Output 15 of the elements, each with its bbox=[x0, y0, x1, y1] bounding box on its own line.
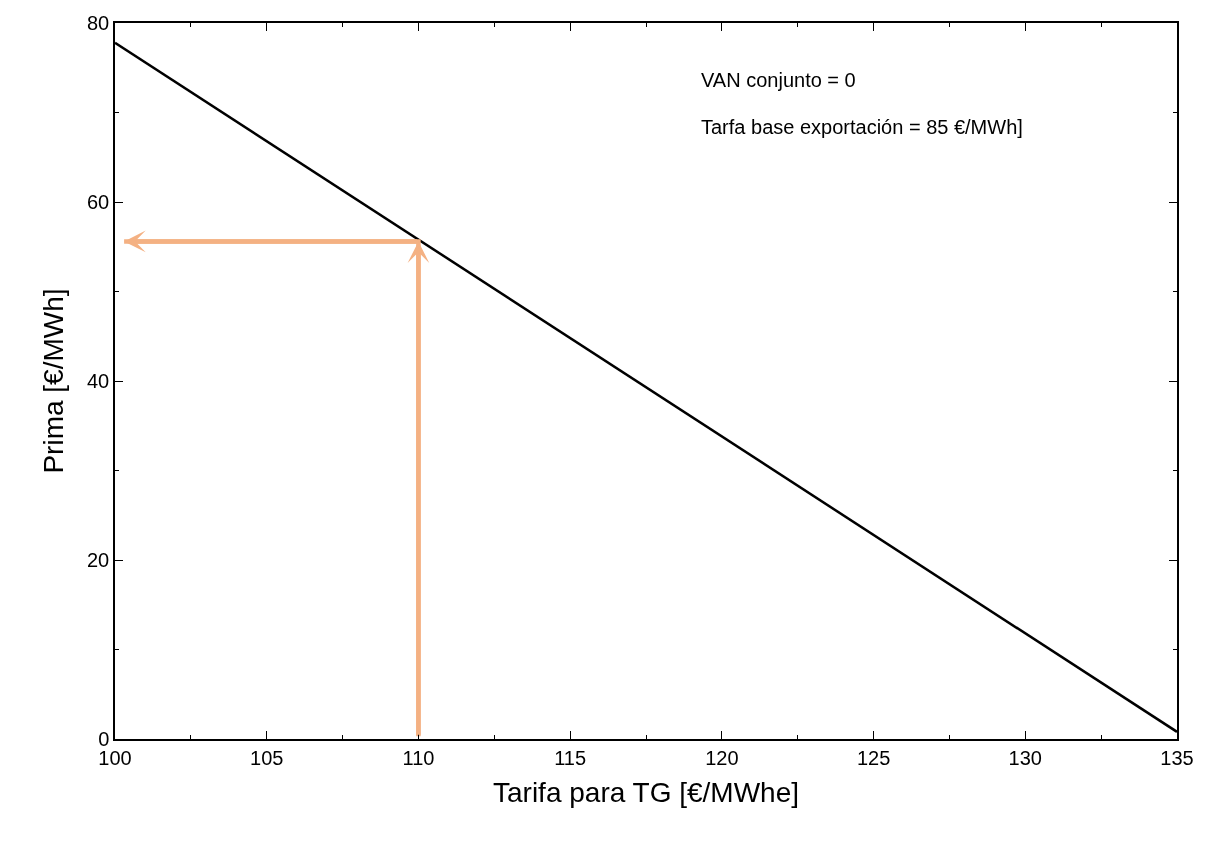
y-tick-label: 60 bbox=[87, 191, 110, 213]
x-axis-title: Tarifa para TG [€/MWhe] bbox=[492, 777, 800, 809]
x-tick-label: 110 bbox=[402, 746, 435, 769]
y-tick-label: 20 bbox=[87, 549, 110, 571]
x-tick-label: 125 bbox=[856, 746, 891, 769]
x-tick-label: 105 bbox=[250, 746, 284, 769]
x-tick-label: 120 bbox=[705, 746, 739, 769]
y-tick-label: 40 bbox=[87, 370, 110, 392]
annotation: Tarfa base exportación = 85 €/MWh] bbox=[701, 116, 1023, 138]
annotation: VAN conjunto = 0 bbox=[701, 69, 856, 91]
y-axis-title: Prima [€/MWh] bbox=[38, 288, 70, 474]
x-tick-label: 135 bbox=[1160, 746, 1194, 769]
x-tick-label: 130 bbox=[1008, 746, 1042, 769]
y-tick-label: 80 bbox=[87, 12, 110, 34]
x-tick-label: 115 bbox=[554, 746, 587, 769]
